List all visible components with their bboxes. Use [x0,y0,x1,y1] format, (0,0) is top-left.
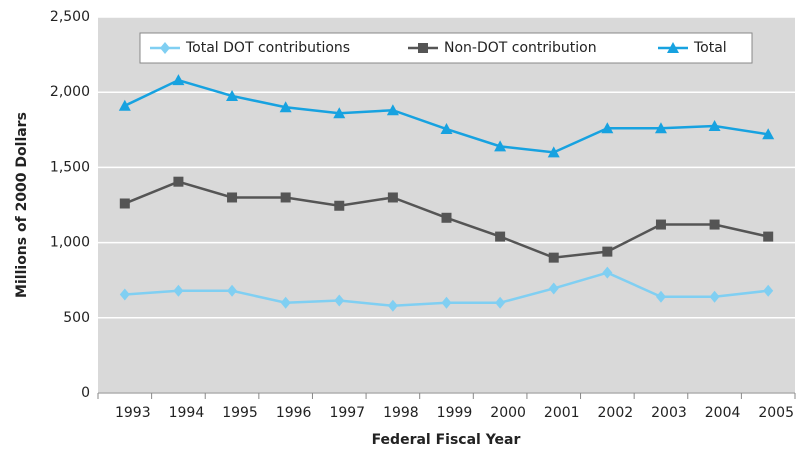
x-tick-label: 2002 [598,405,634,421]
y-tick-label: 1,000 [50,235,90,251]
marker [387,299,398,312]
y-axis-label: Millions of 2000 Dollars [14,112,30,298]
legend-label: Total DOT contributions [185,40,350,56]
marker [227,192,238,203]
marker [418,43,428,53]
y-tick-label: 1,500 [50,159,90,175]
marker [709,219,720,230]
marker [763,284,774,297]
marker [119,288,130,301]
marker [709,290,720,303]
x-tick-label: 1994 [169,405,205,421]
legend-box [139,32,753,64]
x-tick-label: 1999 [437,405,473,421]
marker [655,219,666,230]
plot-area [98,17,795,393]
marker [655,290,666,303]
marker [494,140,507,152]
marker [280,296,291,309]
marker [547,146,560,158]
x-tick-label: 2005 [758,405,794,421]
x-tick-label: 2004 [705,405,741,421]
marker [387,192,398,203]
marker [602,246,613,257]
marker [386,104,399,116]
marker [160,42,170,54]
marker [226,89,239,101]
legend-label: Non-DOT contribution [444,40,597,56]
x-tick-label: 1998 [383,405,419,421]
y-tick-label: 2,000 [50,84,90,100]
marker [601,122,614,134]
x-tick-label: 1995 [222,405,258,421]
marker [763,231,774,242]
marker [172,74,185,86]
marker [495,231,506,242]
x-axis-label: Federal Fiscal Year [372,432,521,448]
marker [495,296,506,309]
marker [173,284,184,297]
marker [441,296,452,309]
marker [548,282,559,295]
marker [334,200,345,211]
x-tick-label: 1997 [329,405,365,421]
marker [708,120,721,132]
y-tick-label: 0 [81,385,90,401]
marker [602,266,613,279]
legend-label: Total [693,40,727,56]
x-tick-label: 2001 [544,405,580,421]
marker [548,252,559,263]
marker [441,212,452,223]
marker [667,42,679,53]
marker [227,284,238,297]
marker [280,192,291,203]
marker [334,294,345,307]
marker [762,128,775,140]
y-tick-label: 500 [63,310,90,326]
marker [173,176,184,187]
x-tick-label: 2000 [490,405,526,421]
marker [440,123,453,135]
marker [333,107,346,119]
marker [118,99,131,111]
marker [119,198,130,209]
x-tick-label: 1993 [115,405,151,421]
marker [279,101,292,113]
y-tick-label: 2,500 [50,9,90,25]
marker [654,122,667,134]
x-tick-label: 1996 [276,405,312,421]
x-tick-label: 2003 [651,405,687,421]
